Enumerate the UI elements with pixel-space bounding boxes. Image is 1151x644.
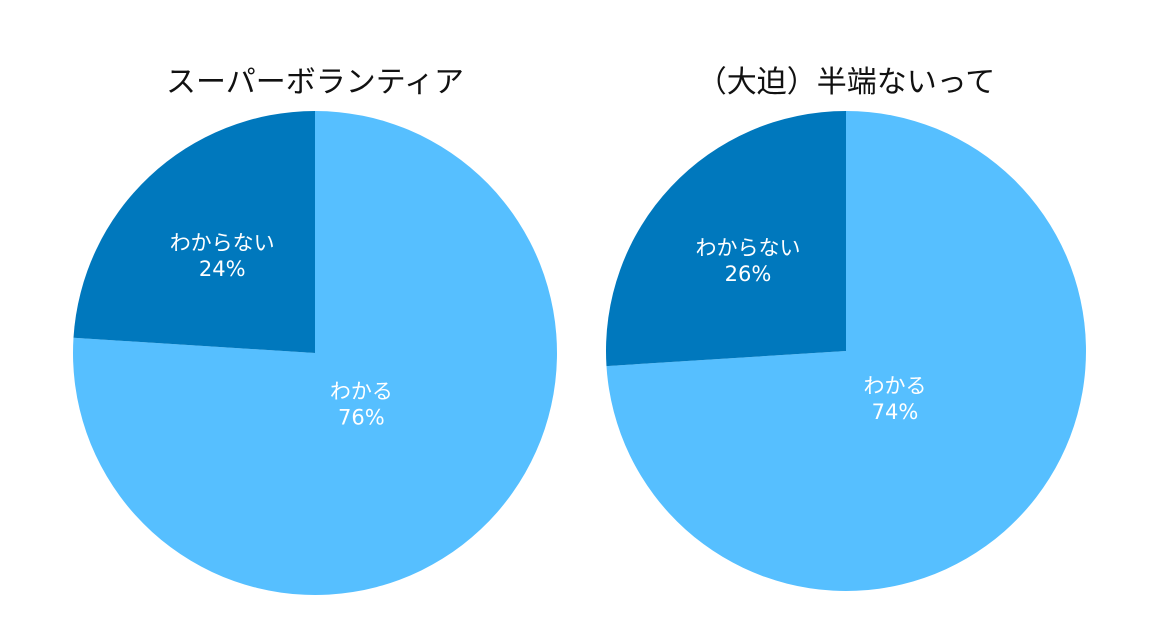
- slice-category-label: わからない: [170, 231, 275, 255]
- slice-percent-label: 76%: [338, 405, 385, 429]
- pie-chart-1: スーパーボランティア わかる 76% わからない 24%: [73, 65, 558, 595]
- pie-slice-wakaru: [606, 111, 1086, 591]
- slice-percent-label: 74%: [872, 400, 919, 424]
- slice-percent-label: 24%: [199, 257, 246, 281]
- chart-title: （大迫）半端ないって: [697, 65, 996, 100]
- pie-slice-wakaranai: [605, 110, 846, 367]
- pie-slice-wakaru: [73, 110, 558, 595]
- pie-chart-2: （大迫）半端ないって わかる 74% わからない 26%: [605, 65, 1086, 591]
- slice-category-label: わからない: [696, 236, 801, 260]
- pie-slice-wakaranai: [73, 111, 315, 353]
- slice-percent-label: 26%: [725, 262, 772, 286]
- slice-category-label: わかる: [864, 374, 927, 398]
- slice-category-label: わかる: [330, 379, 393, 403]
- chart-title: スーパーボランティア: [166, 65, 464, 100]
